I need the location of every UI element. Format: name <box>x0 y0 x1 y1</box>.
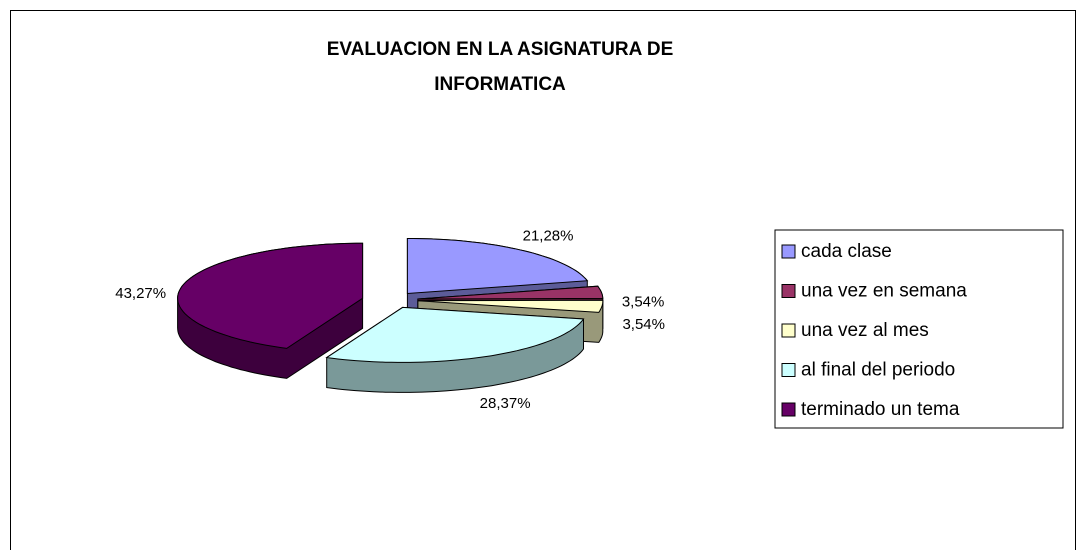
data-label: 3,54% <box>622 316 665 333</box>
legend-swatch <box>781 284 796 298</box>
legend-label: al final del periodo <box>801 360 955 381</box>
slice <box>417 299 604 313</box>
legend-swatch <box>781 323 796 338</box>
legend-label: una vez al mes <box>801 320 929 341</box>
data-label: 3,54% <box>622 294 665 311</box>
chart-area <box>10 10 1076 550</box>
legend-swatch <box>781 363 796 377</box>
legend-box <box>774 229 1064 429</box>
legend-swatch <box>781 402 796 417</box>
legend-label: cada clase <box>801 241 892 262</box>
data-label: 43,27% <box>115 285 166 302</box>
slice <box>177 242 364 349</box>
slice <box>417 285 604 300</box>
slice <box>406 238 589 295</box>
legend-swatch <box>781 244 796 259</box>
slice <box>325 306 585 363</box>
data-label: 28,37% <box>480 395 531 412</box>
legend-label: terminado un tema <box>801 399 960 420</box>
legend-label: una vez en semana <box>801 281 967 302</box>
chart-title: EVALUACION EN LA ASIGNATURA DE INFORMATI… <box>326 39 674 95</box>
data-label: 21,28% <box>523 227 574 244</box>
